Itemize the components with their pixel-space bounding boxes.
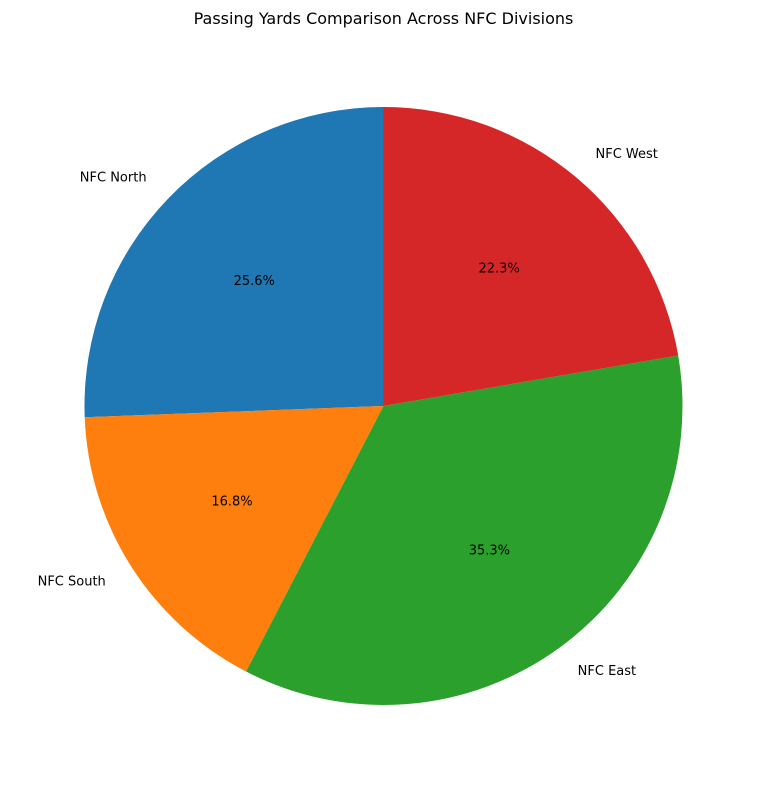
pct-label-nfc-north: 25.6% xyxy=(234,274,275,289)
pie-slice-nfc-west xyxy=(383,106,679,406)
slice-label-nfc-south: NFC South xyxy=(38,575,106,590)
labels-layer: NFC North 25.6% NFC South 16.8% NFC East 35.3… xyxy=(38,147,658,679)
chart-title: Passing Yards Comparison Across NFC Divi… xyxy=(194,9,574,28)
pct-label-nfc-west: 22.3% xyxy=(478,261,519,276)
slices-layer xyxy=(84,106,683,705)
pct-label-nfc-south: 16.8% xyxy=(211,495,252,510)
pie-slice-nfc-north xyxy=(84,107,384,418)
slice-label-nfc-west: NFC West xyxy=(596,147,658,162)
slice-label-nfc-east: NFC East xyxy=(578,664,636,679)
pct-label-nfc-east: 35.3% xyxy=(469,543,510,558)
pie-slice-nfc-south xyxy=(84,406,384,672)
slice-label-nfc-north: NFC North xyxy=(80,170,147,185)
pie-slice-nfc-east xyxy=(246,355,683,705)
